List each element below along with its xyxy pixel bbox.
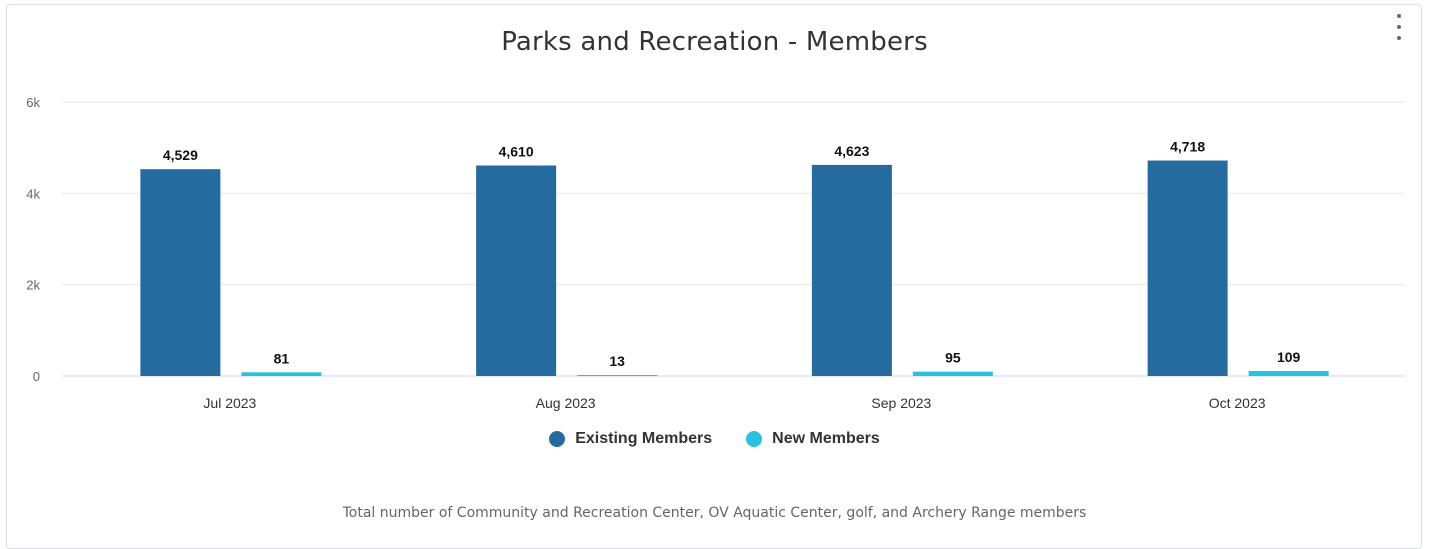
legend-label-new-members: New Members [772, 430, 880, 447]
y-tick-label: 4k [26, 186, 40, 201]
bar-new-members [577, 375, 658, 376]
bar-new-members [912, 371, 993, 376]
legend-label-existing-members: Existing Members [575, 430, 713, 447]
bar-new-members [241, 372, 322, 376]
y-tick-label: 6k [26, 95, 40, 110]
data-label: 4,623 [834, 143, 869, 159]
y-tick-label: 2k [26, 278, 40, 293]
data-label: 95 [945, 350, 961, 366]
x-tick-label: Jul 2023 [203, 395, 256, 411]
bar-existing-members [476, 165, 557, 376]
legend-dot-new-members [746, 431, 763, 447]
x-tick-label: Oct 2023 [1209, 395, 1266, 411]
chart-footnote: Total number of Community and Recreation… [342, 505, 1087, 521]
data-label: 4,610 [499, 143, 534, 159]
data-label: 109 [1277, 349, 1301, 365]
bar-existing-members [140, 169, 221, 376]
legend-item-new-members[interactable]: New Members [746, 430, 880, 448]
chart-title: Parks and Recreation - Members [501, 27, 928, 57]
data-label: 13 [609, 353, 625, 369]
legend: Existing Members New Members [0, 430, 1429, 448]
legend-dot-existing-members [549, 431, 566, 447]
x-tick-label: Aug 2023 [536, 395, 596, 411]
data-label: 81 [274, 350, 290, 366]
y-tick-label: 0 [33, 369, 40, 384]
bar-new-members [1248, 371, 1329, 376]
chart-menu-icon[interactable] [1390, 12, 1408, 42]
data-label: 4,529 [163, 147, 198, 163]
data-label: 4,718 [1170, 139, 1205, 155]
x-tick-label: Sep 2023 [871, 395, 931, 411]
legend-item-existing-members[interactable]: Existing Members [549, 430, 712, 448]
bar-existing-members [1147, 160, 1228, 376]
bar-existing-members [811, 164, 892, 376]
